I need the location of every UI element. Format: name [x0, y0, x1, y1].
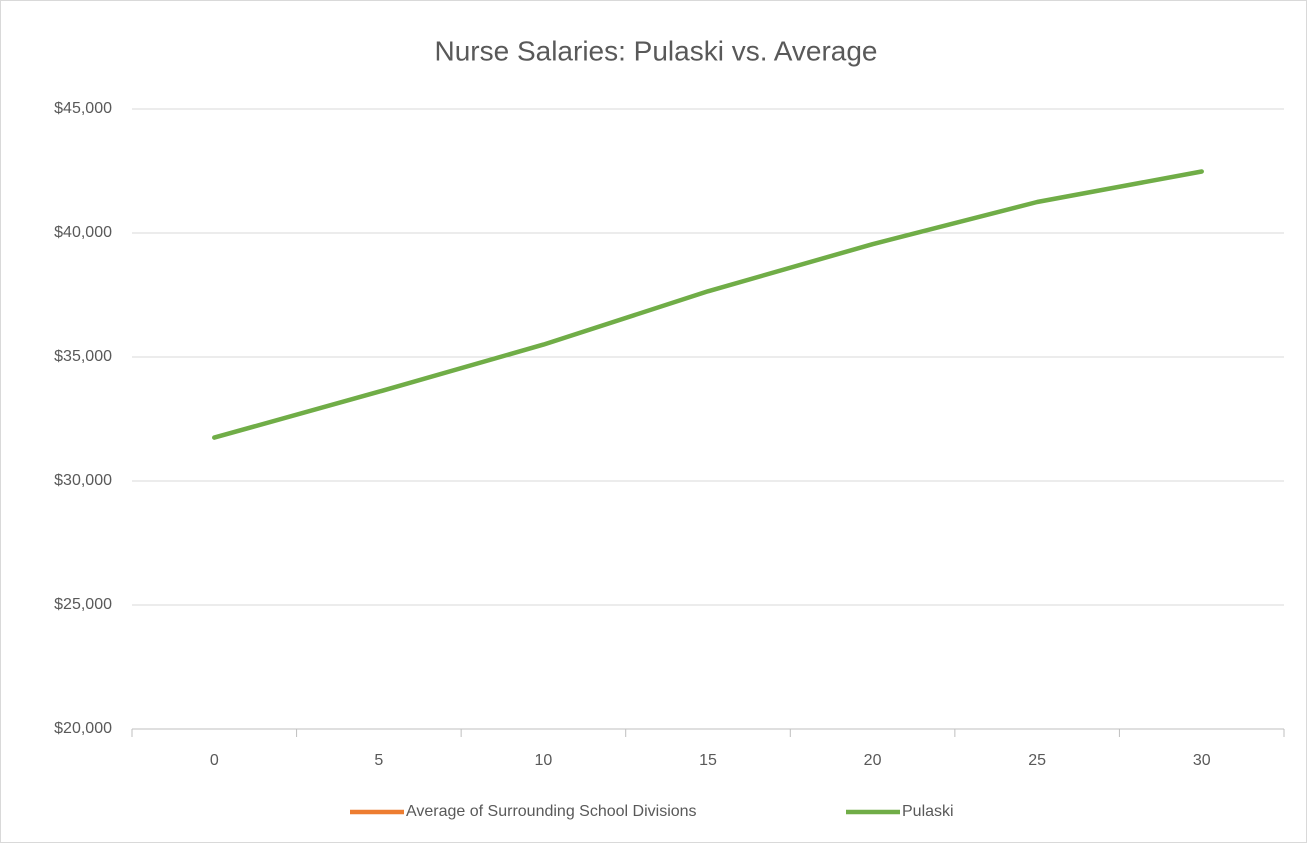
y-tick-label: $40,000: [54, 224, 112, 241]
legend-label: Average of Surrounding School Divisions: [406, 803, 697, 820]
x-tick-label: 5: [374, 752, 383, 769]
y-tick-label: $25,000: [54, 596, 112, 613]
y-tick-label: $20,000: [54, 720, 112, 737]
legend-label: Pulaski: [902, 803, 954, 820]
x-tick-label: 25: [1028, 752, 1046, 769]
y-tick-label: $30,000: [54, 472, 112, 489]
series-line: [212, 169, 1204, 440]
x-tick-label: 10: [535, 752, 553, 769]
x-tick-label: 15: [699, 752, 717, 769]
y-tick-label: $35,000: [54, 348, 112, 365]
y-tick-label: $45,000: [54, 100, 112, 117]
x-tick-label: 0: [210, 752, 219, 769]
x-tick-label: 30: [1193, 752, 1211, 769]
chart-title: Nurse Salaries: Pulaski vs. Average: [434, 35, 877, 66]
x-tick-label: 20: [864, 752, 882, 769]
